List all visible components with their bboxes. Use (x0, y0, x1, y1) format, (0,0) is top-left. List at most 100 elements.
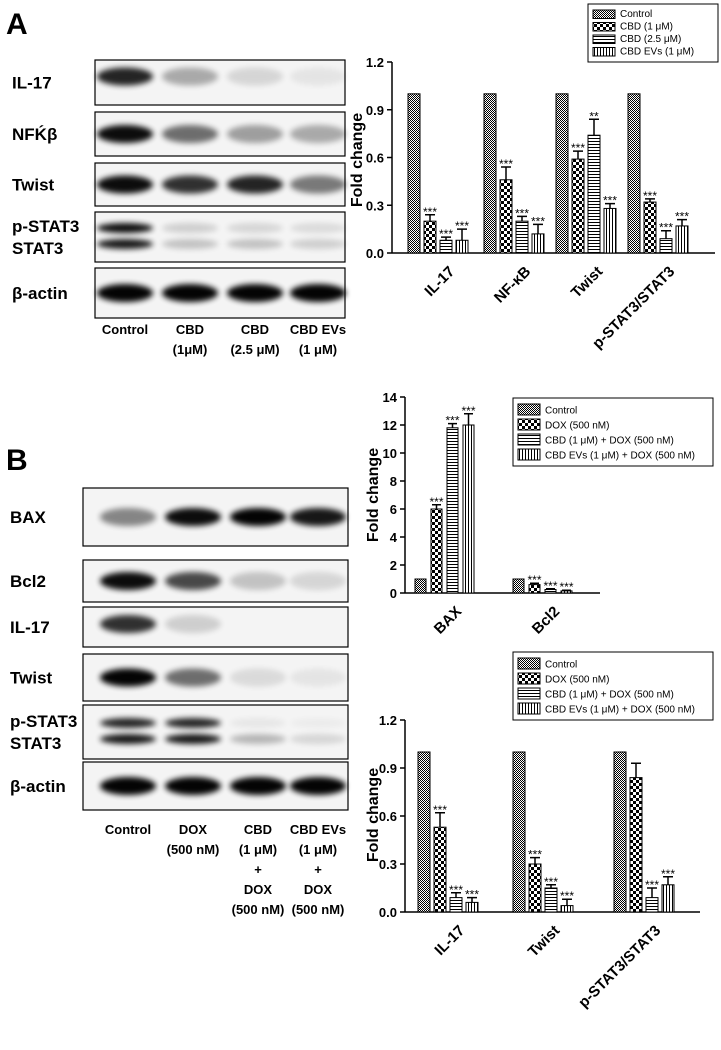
lane-label: CBD EVs (290, 822, 346, 837)
error-bar (562, 898, 572, 906)
error-bar (448, 422, 457, 428)
significance: *** (571, 141, 585, 155)
error-bar (530, 856, 540, 864)
significance: *** (439, 227, 453, 241)
significance: *** (449, 883, 463, 897)
legend-label: CBD EVs (1 μM) + DOX (500 nM) (545, 451, 695, 462)
error-bar (435, 812, 445, 828)
blot-row-label: p-STAT3 (10, 712, 77, 731)
lane-label: Control (102, 322, 148, 337)
bar (544, 887, 558, 913)
legend-swatch (517, 687, 541, 700)
x-tick-label: p-STAT3/STAT3 (575, 922, 664, 1011)
x-tick-label: Twist (568, 263, 606, 301)
blot-band (97, 284, 153, 302)
y-tick-label: 12 (383, 418, 397, 433)
bar (603, 207, 617, 254)
error-bar (530, 582, 539, 585)
bar (629, 777, 643, 913)
y-tick-label: 4 (390, 530, 398, 545)
bar (627, 93, 641, 254)
chart: 0.0 0.3 0.6 0.9 1.2 Fold change IL-17 Twist p-ST… (365, 651, 714, 1011)
legend-label: Control (620, 9, 652, 20)
bar (512, 751, 526, 913)
legend-label: Control (545, 660, 577, 671)
blot-band (162, 125, 218, 143)
legend-swatch (592, 34, 616, 44)
blot-band (230, 777, 286, 795)
blot-band (165, 572, 221, 590)
blot-band (100, 734, 156, 744)
error-bar (451, 892, 461, 898)
error-bar (677, 218, 687, 226)
legend-swatch (517, 403, 541, 416)
blot-band (290, 508, 346, 526)
lane-label: + (314, 862, 322, 877)
blot-band (100, 615, 156, 633)
blot-row-label: NFḰβ (12, 125, 57, 144)
significance: *** (527, 573, 541, 587)
blot-row-label: IL-17 (12, 74, 52, 93)
y-tick-label: 6 (390, 502, 397, 517)
significance: *** (675, 210, 689, 224)
blot-band (290, 572, 346, 590)
bar (675, 225, 689, 254)
y-tick-label: 2 (390, 558, 397, 573)
bar (439, 239, 453, 254)
blot-band (100, 777, 156, 795)
error-bar (589, 118, 599, 136)
bar (587, 134, 601, 254)
bar (483, 93, 497, 254)
bar (645, 897, 659, 913)
blot-band (97, 223, 153, 233)
error-bar (441, 236, 451, 241)
lane-label: (1 μM) (299, 842, 337, 857)
blot-band (227, 125, 283, 143)
blot-band (100, 718, 156, 728)
blot-band (227, 67, 283, 86)
error-bar (546, 884, 556, 888)
lane-label: (500 nM) (167, 842, 220, 857)
significance: *** (423, 205, 437, 219)
blot-band (290, 718, 346, 728)
legend-swatch (592, 9, 616, 19)
significance: *** (445, 414, 459, 428)
blot-band (290, 175, 346, 194)
legend-swatch (517, 448, 541, 461)
error-bar (467, 896, 477, 903)
blot-band (162, 175, 218, 194)
y-tick-label: 0.9 (379, 761, 397, 776)
lane-label: (1 μM) (239, 842, 277, 857)
blot-band (100, 508, 156, 526)
blot: IL-17 NFḰβ Twist p-STAT3 STAT3 β-actin Control… (12, 59, 346, 357)
legend-label: CBD (1 μM) (620, 22, 673, 33)
y-tick-label: 14 (383, 390, 398, 405)
error-bar (464, 413, 473, 425)
blot-row-label: β-actin (12, 284, 68, 303)
blot-band (165, 615, 221, 633)
x-tick-label: IL-17 (421, 263, 458, 300)
y-tick-label: 0.6 (366, 151, 384, 166)
error-bar (573, 150, 583, 160)
significance: *** (461, 404, 475, 418)
lane-label: DOX (304, 882, 333, 897)
bar (515, 220, 529, 254)
legend-swatch (517, 418, 541, 431)
lane-label: + (254, 862, 262, 877)
lane-label: (500 nM) (292, 902, 345, 917)
error-bar (605, 202, 615, 209)
significance: *** (543, 579, 557, 593)
lane-label: (1μM) (173, 342, 208, 357)
y-tick-label: 1.2 (366, 55, 384, 70)
blot-band (290, 668, 346, 687)
legend-label: CBD EVs (1 μM) + DOX (500 nM) (545, 705, 695, 716)
blot-band (227, 284, 283, 302)
error-bar (546, 588, 555, 590)
legend-label: Control (545, 406, 577, 417)
panel-label: A (6, 8, 28, 41)
legend-swatch (517, 672, 541, 685)
legend-box (512, 397, 714, 467)
significance: *** (499, 157, 513, 171)
bar (555, 93, 569, 254)
